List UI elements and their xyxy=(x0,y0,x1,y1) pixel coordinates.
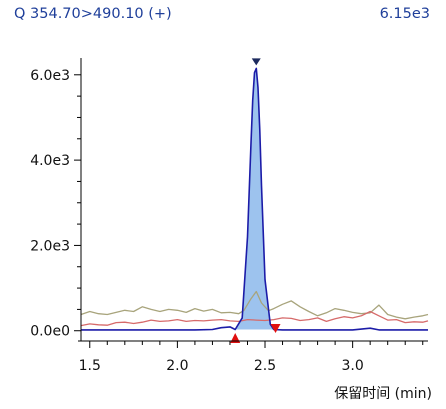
axes: 0.0e0 2.0e3 4.0e3 6.0e3 1.5 2.0 2.5 3.0 xyxy=(30,58,428,374)
x-tick-label: 3.0 xyxy=(342,358,364,374)
peak-end-marker xyxy=(270,324,281,333)
max-intensity-label: 6.15e3 xyxy=(379,6,430,22)
y-tick-label: 0.0e0 xyxy=(30,324,70,340)
x-tick-label: 2.0 xyxy=(166,358,188,374)
x-tick-label: 2.5 xyxy=(254,358,276,374)
peak-area-fill xyxy=(235,68,276,330)
x-axis-title: 保留时间 (min) xyxy=(334,386,432,402)
peak-apex-marker xyxy=(251,58,261,66)
series-layer xyxy=(80,67,429,331)
chart-title: Q 354.70>490.10 (+) xyxy=(14,6,172,22)
peak-area xyxy=(235,68,276,330)
series-line-2 xyxy=(80,290,429,320)
y-tick-label: 2.0e3 xyxy=(30,238,70,254)
series-line-1 xyxy=(80,310,429,327)
x-tick-label: 1.5 xyxy=(79,358,101,374)
y-tick-label: 4.0e3 xyxy=(30,153,70,169)
series-line-0 xyxy=(81,67,428,331)
y-tick-label: 6.0e3 xyxy=(30,68,70,84)
